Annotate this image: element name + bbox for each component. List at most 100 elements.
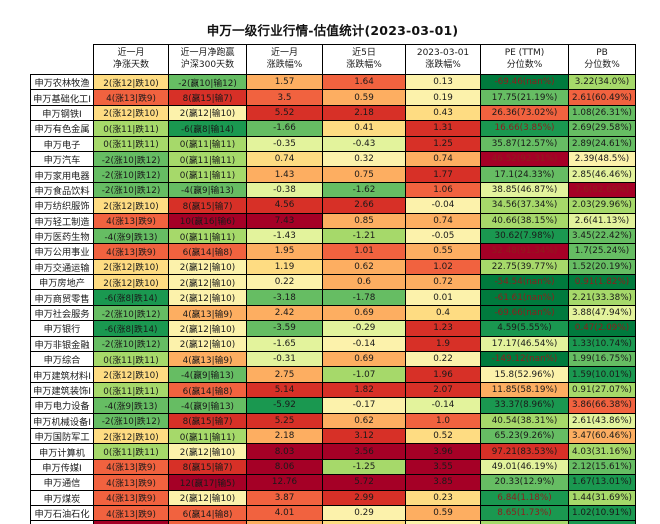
- table-row: 申万有色金属 0(涨11|跌11) -6(赢8|输14) -1.66 0.41 1.31 1…: [30, 120, 636, 137]
- cell-net_outperform_days: 6(赢14|输8): [168, 504, 247, 522]
- cell-chg_5d: 3.12: [322, 427, 406, 445]
- cell-day_chg: 3.85: [405, 474, 481, 491]
- cell-pe_pctile: -61.61(nan%): [480, 289, 569, 306]
- cell-pb_pctile: 2.03(29.96%): [568, 197, 636, 214]
- cell-month_chg: 3.5: [246, 89, 323, 106]
- cell-day_chg: 0.19: [405, 89, 481, 106]
- cell-chg_5d: 0.85: [322, 212, 406, 229]
- cell-chg_5d: 0.62: [322, 412, 406, 429]
- table-row: 申万国防军工 2(涨12|跌10) 0(赢11|输11) 2.18 3.12 0.52 65…: [30, 427, 636, 445]
- table-row: 申万传媒Ⅰ 4(涨13|跌9) 8(赢15|输7) 8.06 -1.25 3.55 49.0…: [30, 458, 636, 476]
- row-label: 申万综合: [30, 351, 94, 368]
- cell-pe_pctile: 22.75(39.77%): [480, 258, 569, 276]
- row-label: 申万基础化工Ⅰ: [30, 89, 94, 106]
- cell-net_outperform_days: 2(赢12|输10): [168, 320, 247, 337]
- cell-pb_pctile: 2.12(15.61%): [568, 458, 636, 476]
- cell-pb_pctile: 1.67(13.01%): [568, 474, 636, 491]
- cell-net_outperform_days: -4(赢9|输13): [168, 366, 247, 383]
- cell-net_up_days: -2(涨10|跌12): [93, 335, 169, 353]
- cell-day_chg: 3.96: [405, 443, 481, 460]
- cell-net_outperform_days: 2(赢12|输10): [168, 489, 247, 506]
- cell-pe_pctile: -69.66(nan%): [480, 304, 569, 322]
- table-row: 申万社会服务 -2(涨10|跌12) 4(赢13|输9) 2.42 0.69 0.4 -69…: [30, 304, 636, 322]
- cell-net_up_days: 0(涨11|跌11): [93, 443, 169, 460]
- cell-pe_pctile: 46.52(92.31%): [480, 150, 569, 168]
- cell-pb_pctile: 2.39(48.5%): [568, 150, 636, 168]
- cell-net_up_days: 0(涨11|跌11): [93, 120, 169, 137]
- page-title: 申万一级行业行情-估值统计(2023-03-01): [206, 23, 459, 38]
- cell-month_chg: -3.18: [246, 289, 323, 306]
- cell-pe_pctile: 97.21(83.53%): [480, 443, 569, 460]
- cell-month_chg: 8.06: [246, 458, 323, 476]
- column-header-net_outperform_days: 近一月净跑赢 沪深300天数: [168, 44, 247, 75]
- row-label: 申万医药生物: [30, 227, 94, 245]
- cell-day_chg: 0.74: [405, 150, 481, 168]
- cell-net_outperform_days: 4(赢13|输9): [168, 351, 247, 368]
- column-header-month_chg: 近一月 涨跌幅%: [246, 44, 323, 75]
- cell-chg_5d: -0.14: [322, 335, 406, 353]
- cell-net_outperform_days: 2(赢12|输10): [168, 289, 247, 306]
- cell-chg_5d: 0.69: [322, 304, 406, 322]
- cell-pb_pctile: 4.03(31.16%): [568, 443, 636, 460]
- table-row: 申万石油石化 4(涨13|跌9) 6(赢14|输8) 4.01 0.29 0.59 8.65…: [30, 504, 636, 522]
- table-row: 申万家用电器 -2(涨10|跌12) 0(赢11|输11) 1.43 0.75 1.77 1…: [30, 166, 636, 183]
- cell-day_chg: 0.4: [405, 304, 481, 322]
- cell-pb_pctile: 3.22(34.0%): [568, 73, 636, 91]
- cell-pb_pctile: 2.69(29.58%): [568, 120, 636, 137]
- column-header-chg_5d: 近5日 涨跌幅%: [322, 44, 406, 75]
- cell-pe_pctile: 30.62(7.98%): [480, 227, 569, 245]
- cell-pe_pctile: 4.59(5.55%): [480, 320, 569, 337]
- cell-day_chg: 0.43: [405, 104, 481, 122]
- cell-net_up_days: 4(涨13|跌9): [93, 212, 169, 229]
- cell-chg_5d: 0.41: [322, 120, 406, 137]
- cell-chg_5d: 0.32: [322, 150, 406, 168]
- row-label: 申万机械设备Ⅰ: [30, 412, 94, 429]
- cell-pe_pctile: 11.85(58.19%): [480, 381, 569, 399]
- table-row: 申万通信 4(涨13|跌9) 12(赢17|输5) 12.76 5.72 3.85 20.3…: [30, 474, 636, 491]
- cell-net_up_days: 4(涨13|跌9): [93, 243, 169, 260]
- cell-net_outperform_days: 0(赢11|输11): [168, 150, 247, 168]
- cell-chg_5d: -1.25: [322, 458, 406, 476]
- cell-chg_5d: 2.99: [322, 489, 406, 506]
- cell-net_outperform_days: 4(赢13|输9): [168, 304, 247, 322]
- row-label: 申万通信: [30, 474, 94, 491]
- cell-net_outperform_days: -4(赢9|输13): [168, 397, 247, 414]
- cell-pb_pctile: 2.89(24.61%): [568, 135, 636, 152]
- row-label: 申万钢铁Ⅰ: [30, 104, 94, 122]
- cell-net_up_days: 2(涨12|跌10): [93, 366, 169, 383]
- cell-month_chg: -0.31: [246, 351, 323, 368]
- cell-net_outperform_days: 0(赢11|输11): [168, 166, 247, 183]
- cell-net_up_days: -4(涨9|跌13): [93, 397, 169, 414]
- cell-month_chg: 1.95: [246, 243, 323, 260]
- table-row: 申万煤炭 4(涨13|跌9) 2(赢12|输10) 3.87 2.99 0.23 6.84(…: [30, 489, 636, 506]
- cell-net_outperform_days: 8(赢15|输7): [168, 89, 247, 106]
- cell-chg_5d: 0.29: [322, 504, 406, 522]
- cell-day_chg: 0.52: [405, 427, 481, 445]
- cell-day_chg: 1.02: [405, 258, 481, 276]
- cell-pb_pctile: 0.47(2.09%): [568, 320, 636, 337]
- cell-month_chg: 0.74: [246, 150, 323, 168]
- cell-day_chg: 1.0: [405, 412, 481, 429]
- cell-chg_5d: 2.18: [322, 104, 406, 122]
- row-label: 申万家用电器: [30, 166, 94, 183]
- cell-month_chg: 2.75: [246, 366, 323, 383]
- cell-day_chg: 1.06: [405, 181, 481, 199]
- cell-day_chg: 0.23: [405, 489, 481, 506]
- cell-month_chg: 5.14: [246, 381, 323, 399]
- row-label: 申万煤炭: [30, 489, 94, 506]
- row-label: 申万银行: [30, 320, 94, 337]
- cell-net_up_days: -4(涨9|跌13): [93, 227, 169, 245]
- cell-net_outperform_days: -4(赢9|输13): [168, 181, 247, 199]
- cell-day_chg: 1.9: [405, 335, 481, 353]
- cell-pb_pctile: 3.45(22.42%): [568, 227, 636, 245]
- cell-day_chg: -0.14: [405, 397, 481, 414]
- cell-net_up_days: 4(涨13|跌9): [93, 489, 169, 506]
- table-row: 申万基础化工Ⅰ 4(涨13|跌9) 8(赢15|输7) 3.5 0.59 0.19 17.7…: [30, 89, 636, 106]
- row-label: 申万食品饮料: [30, 181, 94, 199]
- cell-pe_pctile: 17.1(24.33%): [480, 166, 569, 183]
- cell-pe_pctile: 38.85(46.87%): [480, 181, 569, 199]
- cell-pe_pctile: 26.36(73.02%): [480, 104, 569, 122]
- cell-day_chg: 0.13: [405, 73, 481, 91]
- cell-pe_pctile: 40.66(38.15%): [480, 212, 569, 229]
